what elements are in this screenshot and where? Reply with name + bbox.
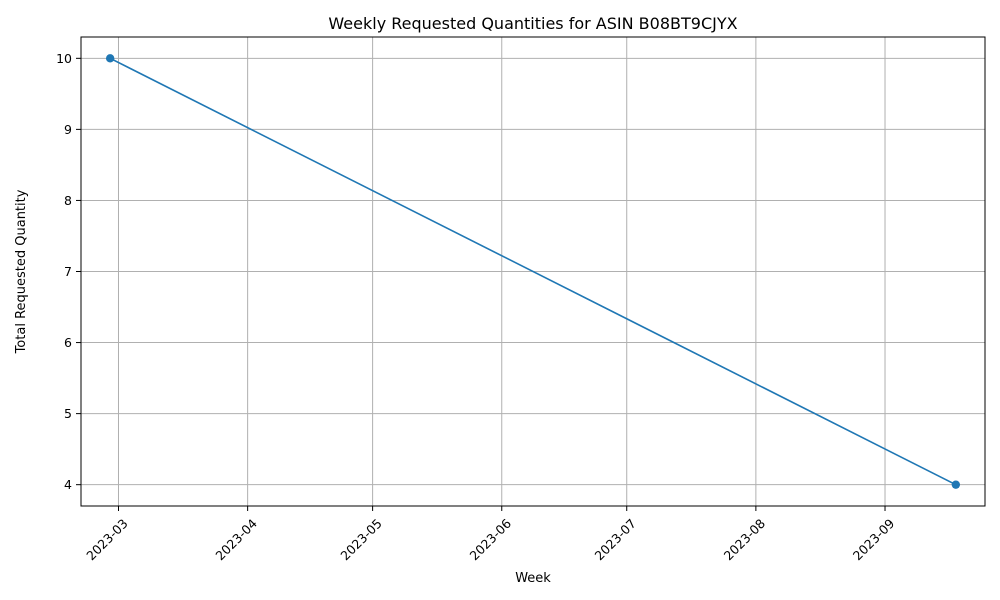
data-point	[951, 480, 961, 489]
y-tick-label: 10	[56, 51, 72, 66]
series-layer	[105, 54, 961, 489]
y-tick-label: 6	[64, 335, 72, 350]
y-tick-label: 4	[64, 477, 72, 492]
x-tick-label: 2023-06	[467, 516, 515, 564]
y-tick-label: 8	[64, 193, 72, 208]
series-line	[109, 57, 957, 486]
chart-title: Weekly Requested Quantities for ASIN B08…	[328, 14, 737, 33]
y-tick-label: 9	[64, 122, 72, 137]
data-point	[105, 54, 115, 63]
x-axis-label: Week	[515, 571, 551, 586]
x-tick-label: 2023-04	[212, 516, 260, 564]
x-tick-label: 2023-08	[721, 516, 769, 564]
y-tick-label: 7	[64, 264, 72, 279]
grid	[81, 37, 985, 506]
ticks: 2023-03 2023-04 2023-05 2023-06 2023-07 2023-…	[56, 51, 897, 563]
y-tick-label: 5	[64, 406, 72, 421]
x-tick-label: 2023-05	[337, 516, 385, 564]
x-tick-label: 2023-07	[591, 516, 639, 564]
x-tick-label: 2023-03	[83, 516, 131, 564]
y-axis-label: Total Requested Quantity	[14, 189, 29, 354]
x-tick-label: 2023-09	[850, 516, 898, 564]
